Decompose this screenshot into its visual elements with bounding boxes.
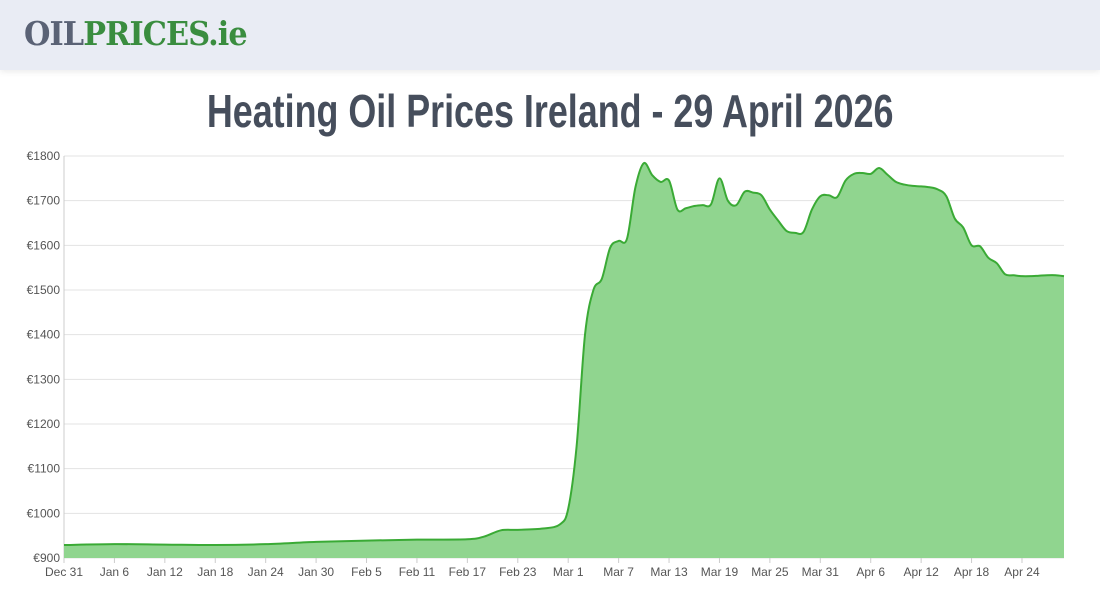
price-line bbox=[63, 161, 1065, 547]
y-tick-label: €1400 bbox=[27, 328, 61, 342]
y-tick-label: €1100 bbox=[28, 462, 61, 476]
x-tick-label: Dec 31 bbox=[45, 565, 83, 579]
x-tick-label: Feb 5 bbox=[351, 565, 382, 579]
x-tick-label: Feb 17 bbox=[449, 565, 487, 579]
x-tick-label: Mar 7 bbox=[603, 565, 634, 579]
y-tick-label: €1300 bbox=[27, 372, 61, 386]
x-tick-label: Feb 11 bbox=[399, 565, 436, 579]
x-tick-label: Apr 12 bbox=[903, 565, 939, 579]
page-title: Heating Oil Prices Ireland - 29 April 20… bbox=[206, 85, 894, 137]
x-tick-label: Mar 1 bbox=[553, 565, 584, 579]
x-tick-label: Mar 25 bbox=[751, 565, 789, 579]
y-tick-label: €1600 bbox=[27, 238, 61, 252]
y-tick-label: €1700 bbox=[27, 194, 61, 208]
x-tick-label: Feb 23 bbox=[499, 565, 537, 579]
x-tick-label: Jan 12 bbox=[147, 565, 183, 579]
site-header: OILPRICES.ie bbox=[0, 0, 1100, 70]
x-tick-label: Apr 18 bbox=[954, 565, 990, 579]
site-logo[interactable]: OILPRICES.ie bbox=[24, 14, 248, 53]
y-tick-label: €1200 bbox=[27, 417, 61, 431]
x-tick-label: Jan 24 bbox=[248, 565, 284, 579]
x-tick-label: Mar 13 bbox=[650, 565, 688, 579]
x-tick-label: Jan 30 bbox=[298, 565, 334, 579]
y-tick-label: €1800 bbox=[27, 149, 61, 163]
x-tick-label: Mar 19 bbox=[701, 565, 739, 579]
price-area bbox=[64, 162, 1064, 558]
x-tick-label: Jan 18 bbox=[197, 565, 233, 579]
y-tick-label: €1500 bbox=[27, 283, 61, 297]
x-tick-label: Jan 6 bbox=[100, 565, 130, 579]
y-tick-label: €1000 bbox=[27, 506, 61, 520]
y-tick-label: €900 bbox=[33, 551, 60, 565]
x-tick-label: Apr 6 bbox=[856, 565, 885, 579]
x-tick-label: Mar 31 bbox=[802, 565, 840, 579]
x-tick-label: Apr 24 bbox=[1004, 565, 1040, 579]
